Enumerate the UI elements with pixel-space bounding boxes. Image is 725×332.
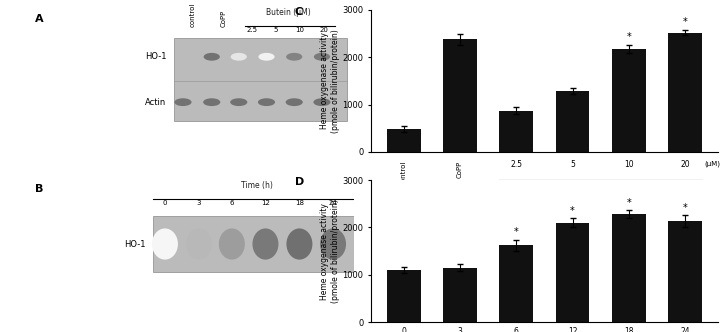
Text: 2.5: 2.5 <box>246 27 257 33</box>
Ellipse shape <box>320 228 346 260</box>
Y-axis label: Heme oxygenase activity
(pmole of bilirubin/protein): Heme oxygenase activity (pmole of biliru… <box>320 29 339 133</box>
Bar <box>668 33 702 152</box>
Ellipse shape <box>186 228 212 260</box>
Ellipse shape <box>219 228 245 260</box>
Text: Actin: Actin <box>146 98 167 107</box>
Text: control: control <box>189 3 195 27</box>
Text: *: * <box>514 227 518 237</box>
Text: 10: 10 <box>296 27 304 33</box>
Ellipse shape <box>286 228 312 260</box>
FancyBboxPatch shape <box>153 216 354 272</box>
Text: 18: 18 <box>295 200 304 206</box>
Text: 5: 5 <box>570 160 575 169</box>
Text: CoPP: CoPP <box>220 10 226 27</box>
Text: 20: 20 <box>680 160 690 169</box>
Text: *: * <box>571 206 575 216</box>
Ellipse shape <box>152 228 178 260</box>
Text: Butein: Butein <box>588 189 613 198</box>
Y-axis label: Heme oxygenase activity
(pmole of bilirubin/protein): Heme oxygenase activity (pmole of biliru… <box>320 199 339 303</box>
Text: Time (h): Time (h) <box>241 181 273 190</box>
Text: *: * <box>683 203 687 213</box>
Text: 2.5: 2.5 <box>510 160 522 169</box>
Bar <box>500 111 533 152</box>
Ellipse shape <box>252 228 278 260</box>
Text: 5: 5 <box>273 27 278 33</box>
Ellipse shape <box>313 98 331 106</box>
Ellipse shape <box>258 53 275 61</box>
Ellipse shape <box>175 98 191 106</box>
Text: CoPP: CoPP <box>457 160 463 178</box>
Text: 20: 20 <box>320 27 329 33</box>
Bar <box>612 49 646 152</box>
Text: C: C <box>295 7 303 17</box>
Ellipse shape <box>204 53 220 61</box>
Text: Butein (μM): Butein (μM) <box>265 8 310 17</box>
Text: 0: 0 <box>162 200 167 206</box>
Text: D: D <box>295 177 304 187</box>
Bar <box>443 268 477 322</box>
Text: 3: 3 <box>196 200 201 206</box>
Text: *: * <box>683 18 687 28</box>
Bar <box>668 221 702 322</box>
Text: (μM): (μM) <box>705 160 721 167</box>
Ellipse shape <box>258 98 275 106</box>
Ellipse shape <box>203 98 220 106</box>
Ellipse shape <box>286 98 303 106</box>
Text: *: * <box>626 198 631 208</box>
Ellipse shape <box>286 53 302 61</box>
Text: control: control <box>401 160 407 185</box>
Bar <box>387 129 420 152</box>
Bar <box>387 270 420 322</box>
Text: HO-1: HO-1 <box>145 52 167 61</box>
Text: B: B <box>35 185 44 195</box>
Bar <box>443 39 477 152</box>
Text: *: * <box>626 32 631 42</box>
Text: 12: 12 <box>261 200 270 206</box>
Bar <box>500 245 533 322</box>
Text: 6: 6 <box>230 200 234 206</box>
Bar <box>612 214 646 322</box>
Text: 10: 10 <box>624 160 634 169</box>
Ellipse shape <box>231 53 247 61</box>
Text: A: A <box>35 14 44 24</box>
Bar <box>555 91 589 152</box>
Ellipse shape <box>231 98 247 106</box>
Text: 24: 24 <box>328 200 337 206</box>
Bar <box>555 223 589 322</box>
Ellipse shape <box>314 53 330 61</box>
Text: HO-1: HO-1 <box>125 239 146 249</box>
FancyBboxPatch shape <box>173 38 347 121</box>
